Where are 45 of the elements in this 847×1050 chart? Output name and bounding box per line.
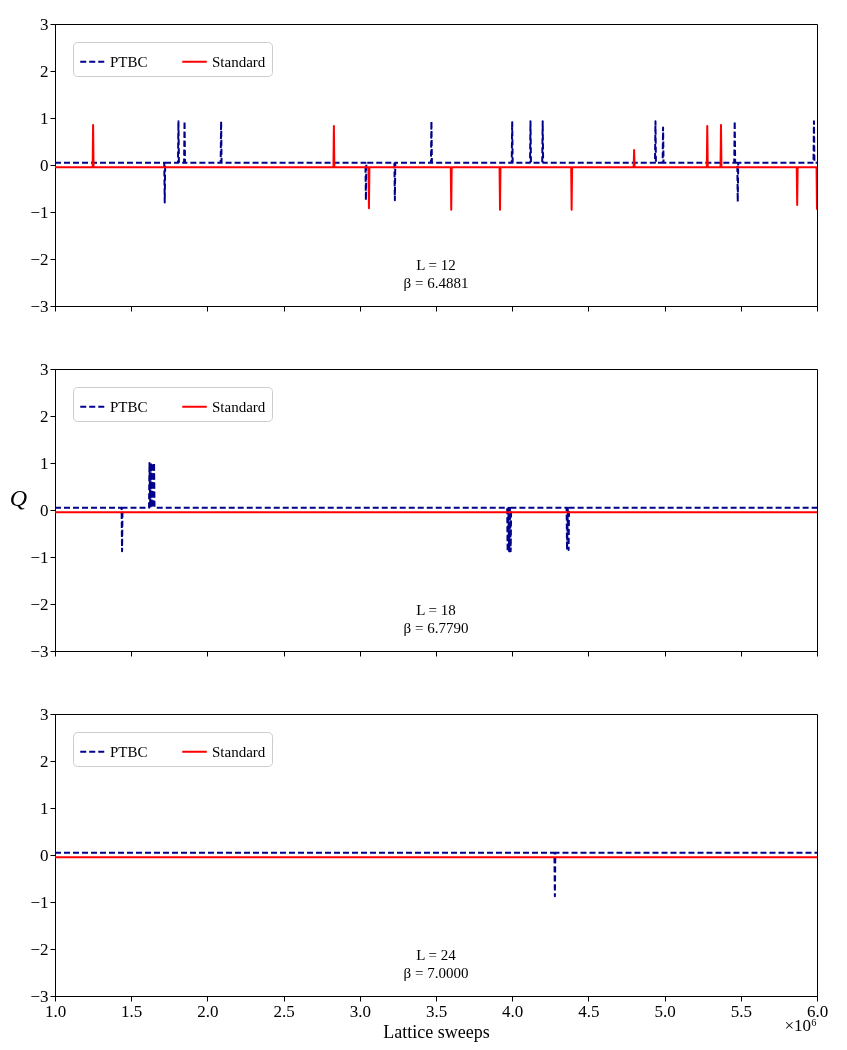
y-tick-label: 1 <box>40 108 49 128</box>
y-tick-label: −3 <box>30 296 49 316</box>
y-tick-label: 0 <box>40 155 49 175</box>
legend-label: Standard <box>212 398 266 415</box>
annotation: β = 7.0000 <box>403 965 469 981</box>
y-tick-label: −1 <box>30 202 49 222</box>
x-tick-label: 3.0 <box>349 1001 371 1021</box>
annotation: L = 24 <box>416 947 457 963</box>
y-tick-label: 3 <box>40 14 49 34</box>
y-tick-label: −2 <box>30 249 49 269</box>
legend-label: PTBC <box>110 743 148 760</box>
x-tick-label: 2.5 <box>273 1001 295 1021</box>
x-tick-label: 5.0 <box>654 1001 676 1021</box>
annotation: L = 18 <box>416 602 456 618</box>
x-axis-title: Lattice sweeps <box>383 1021 490 1042</box>
y-tick-label: −3 <box>30 641 49 661</box>
y-tick-label: 0 <box>40 845 49 865</box>
y-tick-label: 3 <box>40 359 49 379</box>
y-tick-label: 1 <box>40 453 49 473</box>
x-tick-label: 4.0 <box>502 1001 524 1021</box>
y-tick-label: −1 <box>30 547 49 567</box>
y-tick-label: −1 <box>30 892 49 912</box>
y-tick-label: 2 <box>40 61 49 81</box>
y-tick-label: 2 <box>40 751 49 771</box>
legend-label: Standard <box>212 53 266 70</box>
x-tick-label: 4.5 <box>578 1001 600 1021</box>
legend-label: Standard <box>212 743 266 760</box>
x-tick-label: 5.5 <box>730 1001 752 1021</box>
annotation: β = 6.7790 <box>403 620 469 636</box>
annotation: β = 6.4881 <box>403 275 469 291</box>
y-tick-label: 0 <box>40 500 49 520</box>
y-tick-label: 2 <box>40 406 49 426</box>
y-axis-title: Q <box>9 484 28 511</box>
legend-label: PTBC <box>110 53 148 70</box>
x-tick-label: 1.5 <box>121 1001 143 1021</box>
x-tick-label: 2.0 <box>197 1001 219 1021</box>
legend-label: PTBC <box>110 398 148 415</box>
annotation: L = 12 <box>416 257 456 273</box>
y-tick-label: −2 <box>30 939 49 959</box>
text: ×10⁶ <box>784 1016 818 1035</box>
x-tick-label: 3.5 <box>425 1001 448 1021</box>
line-series <box>55 462 817 553</box>
y-tick-label: −2 <box>30 594 49 614</box>
y-tick-label: 1 <box>40 798 49 818</box>
y-tick-label: 3 <box>40 704 49 724</box>
